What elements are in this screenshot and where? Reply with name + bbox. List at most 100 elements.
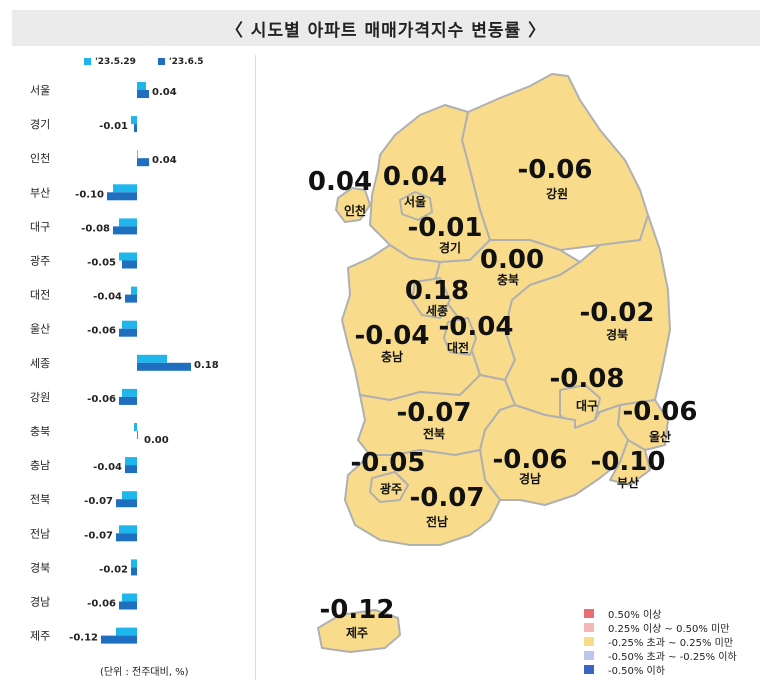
bar-series1 xyxy=(137,150,138,159)
bar-series2 xyxy=(116,499,137,508)
map-regions xyxy=(317,73,671,653)
data-label: -0.06 xyxy=(87,599,116,610)
map-legend-label: 0.50% 이상 xyxy=(608,609,662,621)
map-value-label: -0.06 xyxy=(623,397,698,427)
category-label: 경남 xyxy=(30,596,50,609)
region-jeju xyxy=(317,609,401,653)
map-legend-label: -0.50% 이하 xyxy=(608,665,665,677)
map-value-label: -0.10 xyxy=(591,447,666,477)
bar-series1 xyxy=(119,525,137,534)
map-value-label: -0.06 xyxy=(518,155,593,185)
category-label: 대구 xyxy=(30,220,50,233)
legend-item-series1: '23.5.29 xyxy=(84,57,136,67)
map-region-name: 부산 xyxy=(617,475,639,490)
map-value-label: -0.12 xyxy=(320,595,395,625)
map-region-name: 전북 xyxy=(423,426,445,441)
category-label: 충남 xyxy=(30,459,50,472)
data-label: 0.00 xyxy=(144,435,169,446)
map-value-label: -0.01 xyxy=(408,213,483,243)
category-label: 인천 xyxy=(30,151,50,165)
map-legend-swatch xyxy=(584,636,594,646)
bar-series2 xyxy=(137,158,149,167)
legend-swatch-series2 xyxy=(157,58,165,65)
map-legend-row: -0.25% 초과 ~ 0.25% 미만 xyxy=(584,634,737,649)
legend-swatch-series1 xyxy=(84,58,91,65)
bar-series2 xyxy=(137,362,191,371)
data-label: -0.05 xyxy=(87,258,116,269)
bar-series2 xyxy=(113,226,137,235)
category-label: 전북 xyxy=(30,493,50,506)
map-legend-row: -0.50% 초과 ~ -0.25% 이하 xyxy=(584,648,737,663)
map-region-name: 충남 xyxy=(381,349,403,364)
unit-note: (단위 : 전주대비, %) xyxy=(100,667,189,678)
category-label: 부산 xyxy=(30,186,50,199)
bar-series1 xyxy=(113,184,137,193)
map-value-label: -0.05 xyxy=(351,448,426,478)
category-label: 세종 xyxy=(30,357,50,370)
map-region-name: 전남 xyxy=(426,514,448,529)
map-region-name: 대전 xyxy=(447,340,469,355)
region-busan xyxy=(609,439,651,486)
map-legend-swatch xyxy=(584,608,594,618)
data-label: -0.08 xyxy=(81,223,110,234)
bar-series1 xyxy=(122,491,137,500)
map-value-label: 0.04 xyxy=(383,162,447,192)
region-sejong xyxy=(411,277,451,319)
category-label: 경기 xyxy=(30,118,50,131)
bar-chart: 서울 0.04 경기 -0.01 인천 0.04 부산 -0.10 대구 -0.08 광주 -0.05… xyxy=(30,82,219,644)
map-value-label: -0.08 xyxy=(550,364,625,394)
category-label: 광주 xyxy=(30,255,50,268)
map-value-label: 0.04 xyxy=(308,167,372,197)
map-legend-row: 0.50% 이상 xyxy=(584,606,737,621)
bar-series1 xyxy=(116,627,137,636)
map-region-name: 경남 xyxy=(519,471,541,486)
map-region-name: 강원 xyxy=(546,187,568,201)
bar-series2 xyxy=(134,124,137,133)
category-label: 강원 xyxy=(30,391,50,404)
bar-series2 xyxy=(137,431,138,439)
map-region-name: 제주 xyxy=(346,626,368,640)
region-daejeon xyxy=(443,317,477,356)
title-bar: 〈 시도별 아파트 매매가격지수 변동률 〉 xyxy=(12,10,760,46)
map-legend-swatch xyxy=(584,650,594,660)
map-region-name: 인천 xyxy=(344,203,366,218)
region-seoul xyxy=(399,191,433,221)
map-legend-row: -0.50% 이하 xyxy=(584,662,737,677)
data-label: 0.18 xyxy=(194,360,219,371)
bar-series2 xyxy=(101,635,137,644)
map-legend-swatch xyxy=(584,622,594,632)
map-value-label: -0.07 xyxy=(397,398,472,428)
bar-series2 xyxy=(119,396,137,405)
map-value-label: 0.18 xyxy=(405,276,469,306)
map-region-name: 울산 xyxy=(649,429,671,444)
category-label: 대전 xyxy=(30,289,50,302)
legend-label-series1: '23.5.29 xyxy=(95,57,136,67)
panel-divider xyxy=(255,55,256,680)
region-incheon xyxy=(335,187,371,223)
bar-series2 xyxy=(122,260,137,269)
bar-series2 xyxy=(119,328,137,337)
bar-series1 xyxy=(137,354,167,363)
map-region-name: 충북 xyxy=(497,272,519,287)
data-label: -0.07 xyxy=(84,530,113,541)
map-region-name: 서울 xyxy=(404,194,426,209)
bar-series2 xyxy=(125,294,137,303)
data-label: 0.04 xyxy=(152,87,177,98)
bar-series1 xyxy=(125,457,137,466)
map-value-label: -0.02 xyxy=(580,298,655,328)
map-region-name: 경북 xyxy=(606,328,628,342)
bar-series1 xyxy=(119,218,137,227)
category-label: 경북 xyxy=(30,561,50,574)
map-region-name: 대구 xyxy=(576,399,598,413)
bar-series2 xyxy=(107,192,137,201)
bar-series1 xyxy=(131,116,137,125)
bar-series1 xyxy=(122,593,137,602)
category-label: 전남 xyxy=(30,527,50,540)
data-label: -0.06 xyxy=(87,326,116,337)
category-label: 제주 xyxy=(30,630,50,643)
data-label: 0.04 xyxy=(152,155,177,166)
data-label: -0.01 xyxy=(99,121,128,132)
bar-series1 xyxy=(122,320,137,329)
data-label: -0.07 xyxy=(84,496,113,507)
map-value-label: -0.06 xyxy=(493,445,568,475)
